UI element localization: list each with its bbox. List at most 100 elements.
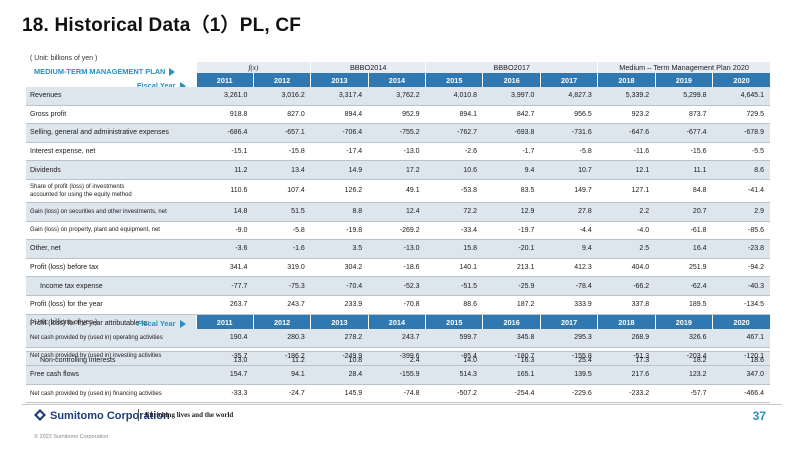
cell-value: 337.8 bbox=[597, 295, 656, 315]
row-label: Profit (loss) for the year bbox=[26, 295, 196, 315]
cell-value: 8.6 bbox=[712, 160, 770, 180]
cell-value: -74.8 bbox=[368, 384, 426, 404]
cell-value: 189.5 bbox=[655, 295, 713, 315]
cell-value: -1.7 bbox=[482, 142, 541, 162]
year-header-2013: 2013 bbox=[310, 315, 369, 329]
cell-value: -15.1 bbox=[196, 142, 254, 162]
year-header-2013: 2013 bbox=[310, 73, 369, 87]
table-row: Profit (loss) for the year 263.7 243.7 233.… bbox=[26, 295, 770, 315]
cell-value: 341.4 bbox=[196, 258, 254, 278]
year-header-2016: 2016 bbox=[482, 73, 541, 87]
year-header-2014: 2014 bbox=[367, 73, 426, 87]
row-label: Net cash provided by (used in) financing… bbox=[26, 384, 197, 404]
cell-value: 28.4 bbox=[310, 365, 369, 385]
year-header-2017: 2017 bbox=[539, 315, 598, 329]
arrow-right-icon bbox=[179, 320, 186, 329]
cell-value: -62.4 bbox=[655, 276, 713, 296]
cell-value: 72.2 bbox=[425, 202, 483, 222]
year-header-2011: 2011 bbox=[195, 73, 254, 87]
cell-value: 729.5 bbox=[712, 105, 770, 125]
cell-value: -20.1 bbox=[482, 239, 541, 259]
cell-value: 3.5 bbox=[310, 239, 369, 259]
cell-value: -66.2 bbox=[597, 276, 656, 296]
cell-value: 17.2 bbox=[368, 160, 426, 180]
row-label: Gain (loss) on securities and other inve… bbox=[26, 202, 196, 222]
year-header-2015: 2015 bbox=[425, 73, 483, 87]
plan-2020: Medium – Term Management Plan 2020 bbox=[597, 62, 770, 73]
cell-value: -19.8 bbox=[310, 221, 369, 241]
row-label: Revenues bbox=[26, 87, 196, 106]
cell-value: 14.9 bbox=[310, 160, 369, 180]
cell-value: 2.5 bbox=[597, 239, 656, 259]
table-row: Income tax expense -77.7 -75.3 -70.4 -52.3 -5… bbox=[26, 276, 770, 296]
cell-value: 412.3 bbox=[540, 258, 598, 278]
cell-value: 213.1 bbox=[482, 258, 541, 278]
cell-value: -5.8 bbox=[540, 142, 598, 162]
cell-value: -1.6 bbox=[253, 239, 311, 259]
row-label: Other, net bbox=[26, 239, 196, 259]
cell-value: 918.8 bbox=[196, 105, 254, 125]
table-row: Free cash flows 154.7 94.1 28.4 -155.9 514.3 1… bbox=[26, 365, 770, 385]
cell-value: -254.4 bbox=[482, 384, 541, 404]
cell-value: -762.7 bbox=[425, 123, 483, 143]
cell-value: 27.8 bbox=[540, 202, 598, 222]
cell-value: 873.7 bbox=[655, 105, 713, 125]
cell-value: -85.6 bbox=[712, 221, 770, 241]
cell-value: -693.8 bbox=[482, 123, 541, 143]
cell-value: -52.3 bbox=[368, 276, 426, 296]
cell-value: -25.9 bbox=[482, 276, 541, 296]
cell-value: 3,762.2 bbox=[368, 87, 426, 106]
cell-value: 345.8 bbox=[482, 329, 541, 348]
cell-value: 514.3 bbox=[425, 365, 483, 385]
row-label: Profit (loss) for the year attributable … bbox=[26, 314, 196, 334]
cell-value: 165.1 bbox=[482, 365, 541, 385]
cell-value: -186.2 bbox=[253, 347, 311, 367]
fiscal-year-label-pl: Fiscal Year bbox=[137, 81, 186, 91]
cell-value: 467.1 bbox=[712, 329, 770, 348]
cell-value: 110.6 bbox=[196, 179, 254, 203]
year-header-2018: 2018 bbox=[597, 315, 656, 329]
row-label: Interest expense, net bbox=[26, 142, 196, 162]
row-label: Dividends bbox=[26, 160, 196, 180]
table-row: Net cash provided by (used in) operating… bbox=[26, 329, 770, 348]
cell-value: -4.4 bbox=[540, 221, 598, 241]
year-header-2018: 2018 bbox=[597, 73, 656, 87]
cell-value: -15.8 bbox=[253, 142, 311, 162]
table-row: Gain (loss) on securities and other inve… bbox=[26, 202, 770, 222]
cell-value: -155.9 bbox=[368, 365, 426, 385]
cell-value: 5,299.8 bbox=[655, 87, 713, 106]
cell-value: -70.4 bbox=[310, 276, 369, 296]
cell-value: 149.7 bbox=[540, 179, 598, 203]
cell-value: -134.5 bbox=[712, 295, 770, 315]
unit-note-cf: ( Unit: billions of yen ) bbox=[30, 319, 98, 326]
row-label: Income tax expense bbox=[26, 276, 196, 296]
cell-value: -15.6 bbox=[655, 142, 713, 162]
year-header-2017: 2017 bbox=[539, 73, 598, 87]
table-row: Selling, general and administrative expe… bbox=[26, 123, 770, 143]
cell-value: -399.6 bbox=[368, 347, 426, 367]
cell-value: 12.1 bbox=[597, 160, 656, 180]
year-header-2014: 2014 bbox=[367, 315, 426, 329]
cell-value: -24.7 bbox=[253, 384, 311, 404]
cell-value: 347.0 bbox=[712, 365, 770, 385]
cell-value: -13.0 bbox=[368, 142, 426, 162]
cell-value: 11.2 bbox=[196, 160, 254, 180]
company-logo: Sumitomo Corporation bbox=[34, 409, 170, 422]
cell-value: 280.3 bbox=[253, 329, 311, 348]
cell-value: -657.1 bbox=[253, 123, 311, 143]
cell-value: 251.9 bbox=[655, 258, 713, 278]
cell-value: 15.8 bbox=[425, 239, 483, 259]
cell-value: 304.2 bbox=[310, 258, 369, 278]
year-header-2019: 2019 bbox=[654, 73, 713, 87]
cell-value: -4.0 bbox=[597, 221, 656, 241]
year-header-2012: 2012 bbox=[252, 73, 311, 87]
cell-value: 126.2 bbox=[310, 179, 369, 203]
cell-value: 94.1 bbox=[253, 365, 311, 385]
cell-value: -731.6 bbox=[540, 123, 598, 143]
cell-value: 140.1 bbox=[425, 258, 483, 278]
cell-value: -9.0 bbox=[196, 221, 254, 241]
year-header-row: 2011 2012 2013 2014 2015 2016 2017 2018 2019 2020 bbox=[26, 315, 770, 329]
cell-value: -77.7 bbox=[196, 276, 254, 296]
cell-value: 123.2 bbox=[655, 365, 713, 385]
cell-value: 14.8 bbox=[196, 202, 254, 222]
